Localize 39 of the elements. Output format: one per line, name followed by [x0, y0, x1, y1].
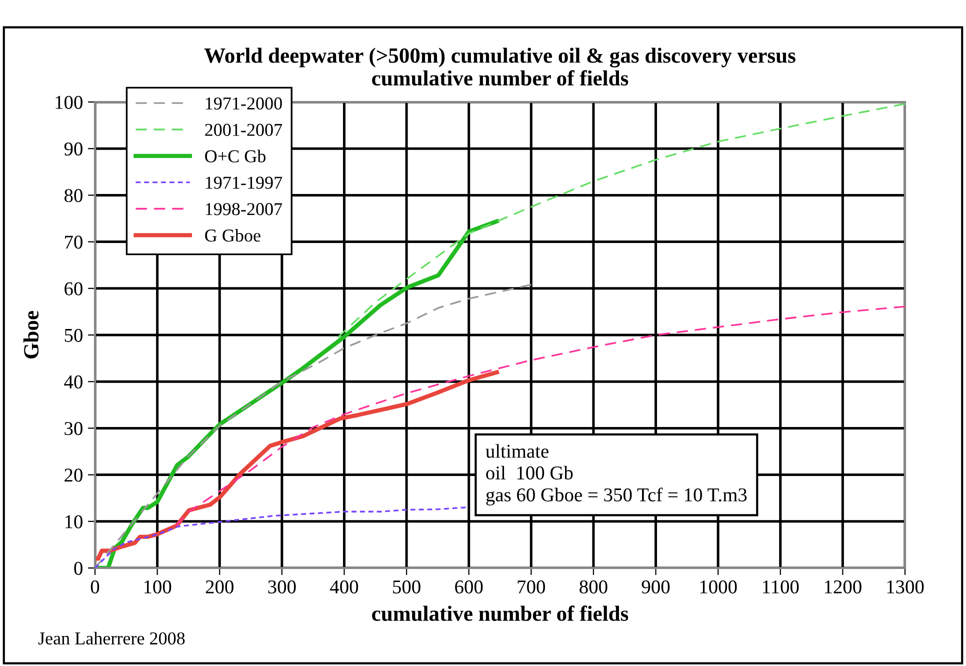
legend-label: G Gboe — [205, 228, 260, 242]
legend-label: O+C Gb — [205, 150, 266, 162]
y-tick-label: 40 — [64, 375, 82, 389]
legend-label: 2001-2007 — [205, 124, 282, 136]
x-tick-label: 300 — [268, 580, 296, 594]
y-tick-label: 60 — [64, 282, 82, 296]
annotation: ultimate oil 100 Gb gas 60 Gboe = 350 Tcf = 10 T.m3 — [486, 444, 747, 506]
x-tick-label: 700 — [518, 580, 545, 594]
line-series — [95, 506, 467, 568]
y-tick-label: 20 — [64, 468, 82, 482]
x-axis-title: cumulative number of fields — [372, 606, 628, 621]
x-tick-label: 1000 — [700, 580, 737, 594]
x-tick-label: 800 — [580, 580, 608, 594]
x-tick-label: 600 — [455, 580, 483, 594]
chart-title: World deepwater (>500m) cumulative oil & gas discovery versus cumulative number of fields — [204, 48, 796, 86]
y-tick-label: 80 — [64, 189, 82, 202]
x-tick-label: 100 — [144, 580, 172, 594]
x-tick-label: 200 — [206, 580, 234, 594]
y-tick-label: 50 — [64, 328, 82, 342]
line-series — [175, 306, 905, 527]
x-tick-label: 900 — [642, 580, 670, 594]
x-tick-label: 400 — [330, 580, 358, 594]
y-axis-title: Gboe — [23, 311, 39, 358]
text: Jean Laherrere 2008 — [38, 632, 185, 645]
y-tick-label: 0 — [74, 562, 82, 575]
x-tick-label: 500 — [393, 580, 420, 594]
legend-label: 1971-1997 — [206, 176, 282, 189]
line-series — [337, 103, 905, 338]
x-tick-label: 0 — [90, 580, 100, 594]
y-tick-label: 10 — [65, 515, 82, 528]
y-tick-label: 90 — [64, 142, 82, 156]
y-tick-label: 70 — [65, 236, 82, 249]
y-tick-label: 30 — [64, 422, 82, 436]
legend-label: 1971-2000 — [206, 97, 282, 110]
x-tick-label: 1300 — [887, 580, 924, 594]
x-tick-label: 1200 — [824, 580, 862, 594]
y-tick-label: 100 — [56, 96, 82, 109]
x-tick-label: 1100 — [763, 580, 799, 594]
legend-label: 1998-2007 — [206, 203, 282, 216]
